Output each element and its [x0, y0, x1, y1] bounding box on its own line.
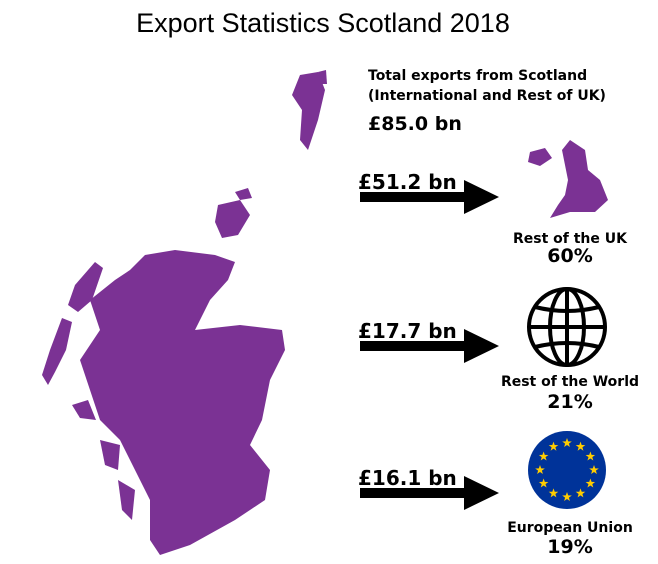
eu-star — [548, 441, 559, 451]
destination-label: Rest of the UK — [513, 231, 628, 247]
eu-star — [575, 488, 586, 498]
arrow-shaft — [360, 192, 468, 202]
destination-label: European Union — [507, 520, 633, 536]
eu-star — [548, 488, 559, 498]
export-amount: £16.1 bn — [358, 466, 457, 490]
eu-star — [535, 465, 545, 474]
arrow-head — [464, 476, 499, 510]
globe-icon — [527, 287, 607, 367]
destination-share: 21% — [547, 391, 592, 413]
title: Export Statistics Scotland 2018 — [136, 8, 510, 38]
summary-total: £85.0 bn — [368, 113, 462, 135]
summary-line: Total exports from Scotland — [368, 68, 587, 84]
scotland-map — [42, 70, 327, 555]
eu-star — [589, 465, 599, 474]
export-amount: £17.7 bn — [358, 319, 457, 343]
england-icon — [528, 140, 608, 218]
eu-star — [575, 441, 586, 451]
eu-star — [538, 451, 549, 461]
destination-label: Rest of the World — [501, 374, 639, 390]
summary-line: (International and Rest of UK) — [368, 88, 606, 104]
arrow-shaft — [360, 488, 468, 498]
eu-star — [562, 438, 572, 447]
eu-star — [538, 478, 549, 488]
eu-star — [585, 478, 596, 488]
arrow-shaft — [360, 341, 468, 351]
destination-share: 19% — [547, 536, 592, 558]
eu-star — [562, 492, 572, 501]
eu-flag-icon — [528, 431, 606, 509]
arrow-head — [464, 329, 499, 363]
eu-star — [585, 451, 596, 461]
destination-share: 60% — [547, 245, 592, 267]
arrow-head — [464, 180, 499, 214]
export-amount: £51.2 bn — [358, 170, 457, 194]
